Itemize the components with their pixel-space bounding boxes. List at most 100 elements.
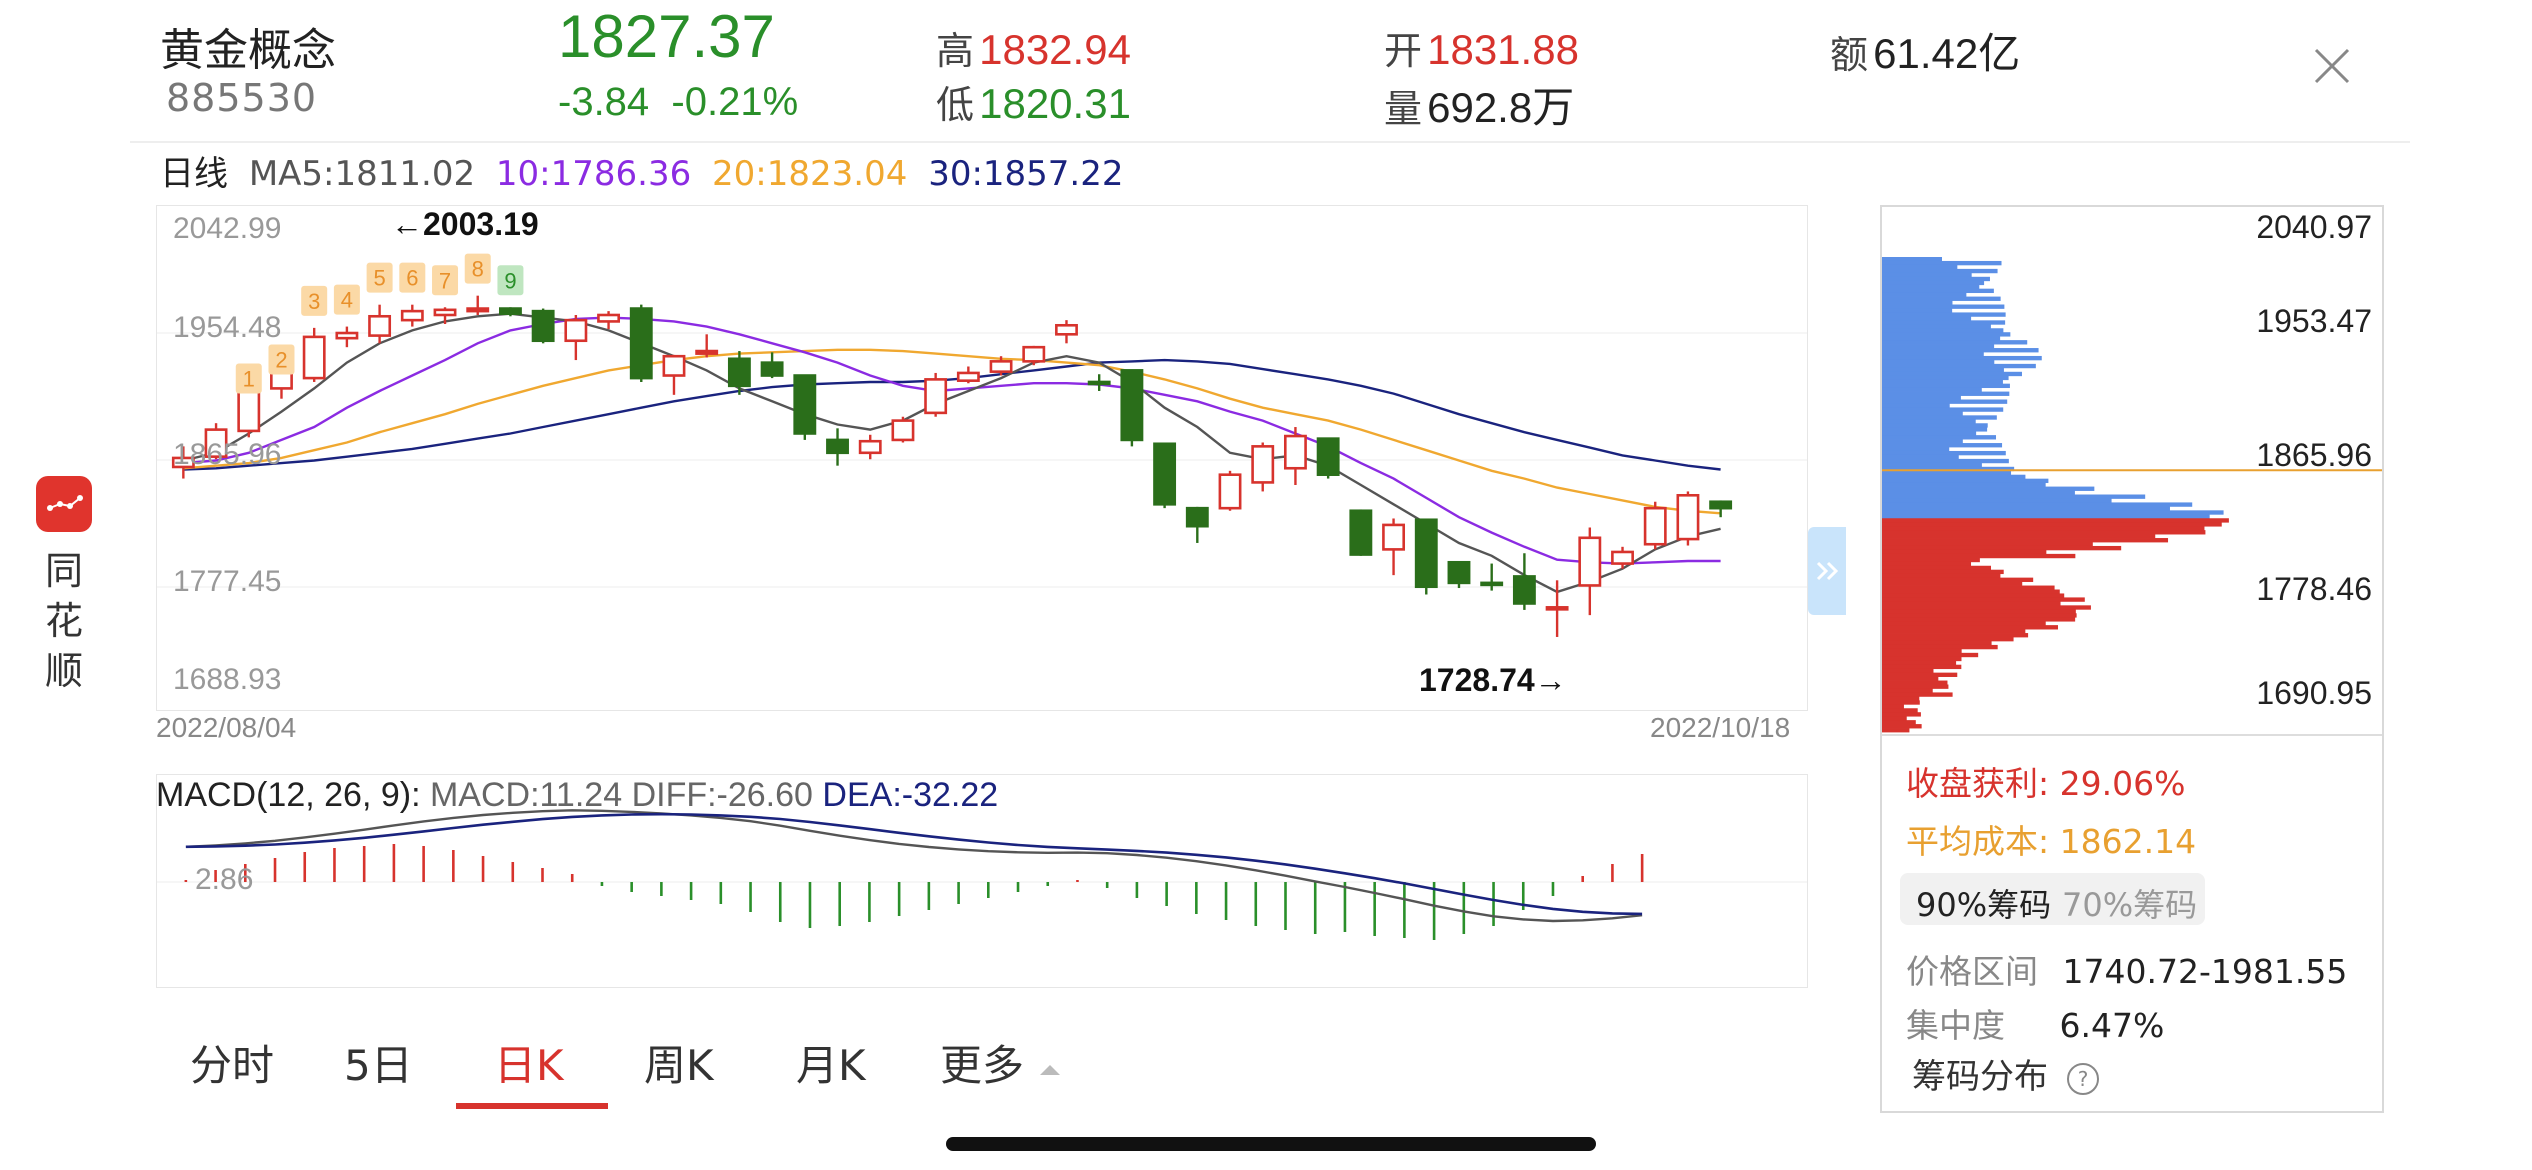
chip-bar <box>1882 621 2046 626</box>
profit-label: 收盘获利: <box>1906 764 2050 803</box>
toggle-90[interactable]: 90%筹码 <box>1916 886 2052 924</box>
ths-logo-glyph <box>47 495 83 511</box>
chip-bar <box>1882 352 1984 357</box>
chip-bar <box>1882 617 2076 622</box>
ma-period-label: 日线 <box>160 154 228 194</box>
chip-bar <box>1882 454 1959 460</box>
chip-bar <box>1882 585 2055 590</box>
expand-chip-button[interactable] <box>1808 527 1846 615</box>
chip-bar <box>1882 447 1950 452</box>
chip-bar <box>1882 565 1991 571</box>
stock-name: 黄金概念 <box>160 25 336 76</box>
chip-bar <box>1882 478 2049 484</box>
chip-bar <box>1882 589 2060 594</box>
concentration: 集中度 6.47% <box>1906 999 2164 1047</box>
toggle-70[interactable]: 70%筹码 <box>2062 886 2198 924</box>
open-label: 开 <box>1384 29 1423 73</box>
candle-body <box>629 307 653 380</box>
tab-minute[interactable]: 分时 <box>190 1041 275 1090</box>
amount-stat: 额 61.42亿 <box>1830 20 2020 81</box>
chip-divider <box>1882 734 2382 736</box>
candle-body <box>1251 445 1275 484</box>
y-label-bottom: 1688.93 <box>173 663 282 696</box>
nine-turn-badge <box>464 253 491 284</box>
macd-title: MACD(12, 26, 9): <box>156 776 421 814</box>
chip-bar <box>1882 652 1979 658</box>
candle-body <box>760 361 784 377</box>
candle-body <box>498 307 522 316</box>
chip-toggle[interactable]: 90%筹码 70%筹码 <box>1900 873 2205 925</box>
chip-bar <box>1882 466 2015 472</box>
diff-line <box>185 809 1643 923</box>
macd-panel[interactable]: 2.86 <box>156 774 1808 988</box>
chip-bar <box>1882 403 1950 408</box>
dea-value: DEA:-32.22 <box>822 776 999 814</box>
tab-more[interactable]: 更多 <box>940 1032 1063 1093</box>
tab-weekly-k[interactable]: 周K <box>644 1041 714 1090</box>
chip-bar <box>1882 684 1949 689</box>
candle-body <box>270 371 293 390</box>
chip-bar <box>1882 506 2170 511</box>
brand-label: 同花顺 <box>44 549 83 693</box>
nine-turn-badge <box>235 363 262 394</box>
candle-body <box>597 313 621 323</box>
avg-cost-label: 平均成本: <box>1906 822 2050 861</box>
candle-body <box>1676 493 1700 541</box>
chip-bar <box>1882 518 2229 523</box>
nine-turn-badge <box>301 285 328 316</box>
chip-bar <box>1882 672 1958 677</box>
chip-bar <box>1882 375 2009 381</box>
chip-bar <box>1882 435 1997 440</box>
chip-bar <box>1882 569 2004 575</box>
tab-daily-k[interactable]: 日K <box>494 1041 564 1090</box>
nine-turn-number: 3 <box>308 289 320 314</box>
chip-bar <box>1882 728 1910 733</box>
chip-bar <box>1882 387 1982 392</box>
candle-body <box>1382 523 1406 551</box>
help-circle-icon[interactable]: ? <box>2065 1061 2101 1097</box>
candle-body <box>433 308 457 317</box>
change-value: -3.84 <box>558 80 650 124</box>
candle-body <box>335 331 359 340</box>
end-date: 2022/10/18 <box>1650 712 1791 743</box>
close-icon[interactable] <box>2308 42 2356 90</box>
high-label: 高 <box>936 29 975 73</box>
candle-body <box>1283 434 1307 470</box>
candle-body <box>1545 606 1569 611</box>
chip-bar <box>1882 300 1953 305</box>
chip-bar <box>1882 367 2004 373</box>
tab-5day[interactable]: 5日 <box>344 1041 413 1090</box>
chip-bar <box>1882 308 1953 313</box>
ths-logo-icon[interactable] <box>36 476 92 532</box>
chip-bar <box>1882 276 1990 282</box>
candle-body <box>1643 506 1667 546</box>
chip-bar <box>1882 458 2009 464</box>
profit-value: 29.06% <box>2059 764 2186 803</box>
nine-turn-number: 9 <box>504 268 516 293</box>
low-value: 1820.31 <box>979 80 1131 127</box>
chip-bar <box>1882 328 2004 333</box>
chip-bar <box>1882 272 1972 278</box>
chip-bar <box>1882 605 2091 610</box>
ma-legend: 日线 MA5:1811.02 10:1786.36 20:1823.04 30:… <box>160 146 1124 195</box>
change-percent: -0.21% <box>671 80 799 124</box>
nine-turn-badge <box>333 284 360 315</box>
candle-body <box>1120 369 1144 442</box>
home-indicator[interactable] <box>946 1137 1596 1151</box>
ma30-line <box>183 358 1721 471</box>
open-value: 1831.88 <box>1427 26 1579 73</box>
chip-dist-title: 筹码分布 ? <box>1912 1049 2101 1098</box>
svg-text:?: ? <box>2078 1067 2089 1091</box>
chip-bar <box>1882 644 1998 650</box>
tab-monthly-k[interactable]: 月K <box>796 1041 866 1090</box>
chip-bar <box>1882 268 1998 274</box>
candle-body <box>368 314 392 337</box>
chip-bar <box>1882 399 2008 404</box>
chip-bar <box>1882 637 2014 642</box>
chip-bar <box>1882 359 1995 365</box>
chip-bar <box>1882 407 2004 412</box>
chip-bar <box>1882 260 2002 266</box>
chip-bar <box>1882 724 1922 729</box>
ma20-value: 20:1823.04 <box>712 154 908 194</box>
